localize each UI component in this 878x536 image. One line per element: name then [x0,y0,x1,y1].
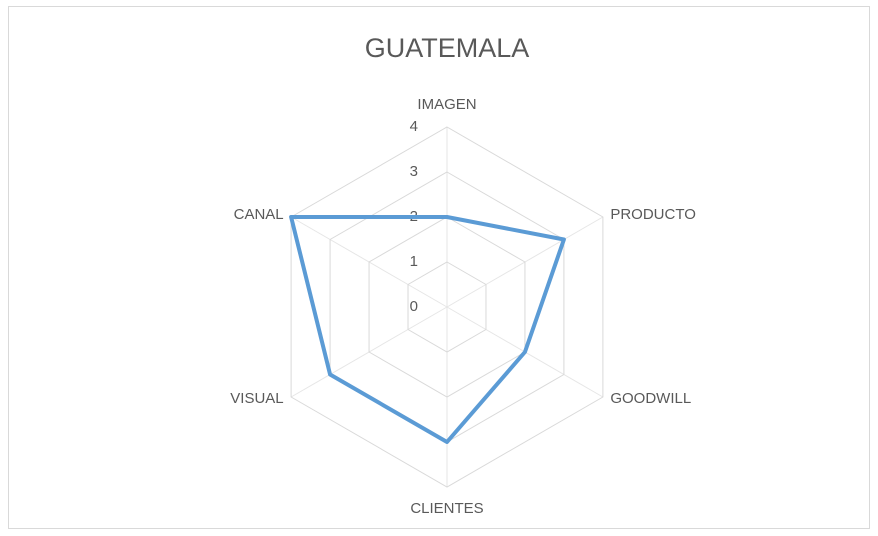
r-tick-label: 0 [410,298,418,315]
category-label: PRODUCTO [610,206,696,223]
category-label: CLIENTES [410,500,483,517]
r-tick-label: 3 [410,163,418,180]
radar-line [289,215,566,444]
chart-frame [8,6,870,529]
category-label: VISUAL [230,390,283,407]
grid-ring [368,216,526,398]
grid-ring [407,261,487,353]
chart-title: GUATEMALA [365,33,530,63]
r-tick-label: 4 [410,118,418,135]
category-label: IMAGEN [417,96,476,113]
r-tick-label: 1 [410,253,418,270]
category-label: CANAL [234,206,284,223]
category-label: GOODWILL [610,390,691,407]
